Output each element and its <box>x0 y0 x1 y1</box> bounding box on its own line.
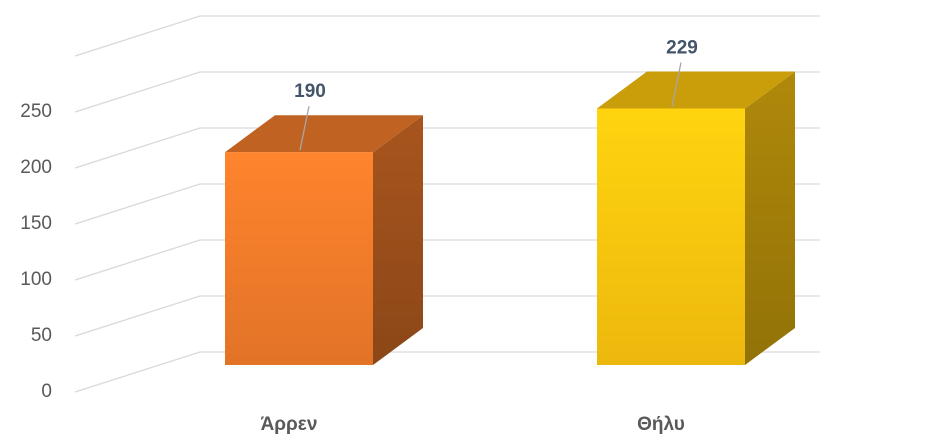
bar-top <box>597 71 795 109</box>
x-tick-label: Θήλυ <box>637 414 685 435</box>
y-tick-label: 200 <box>20 157 52 178</box>
y-tick-label: 50 <box>31 325 52 346</box>
y-tick-label: 0 <box>41 381 52 402</box>
y-tick-label: 100 <box>20 269 52 290</box>
bar-front <box>225 152 373 365</box>
leader-line <box>299 106 310 151</box>
bar-side <box>373 115 423 365</box>
value-label: 229 <box>666 38 698 59</box>
bar <box>225 115 423 365</box>
bar <box>597 71 795 366</box>
value-label: 190 <box>294 81 326 102</box>
bar-top <box>225 115 423 153</box>
plot-border <box>74 15 820 57</box>
grid-line <box>74 71 820 113</box>
y-tick-label: 150 <box>20 213 52 234</box>
bar-side <box>745 71 795 366</box>
x-tick-label: Άρρεν <box>261 414 318 435</box>
bar-front <box>597 108 745 366</box>
y-tick-label: 250 <box>20 101 52 122</box>
leader-line <box>671 62 682 107</box>
